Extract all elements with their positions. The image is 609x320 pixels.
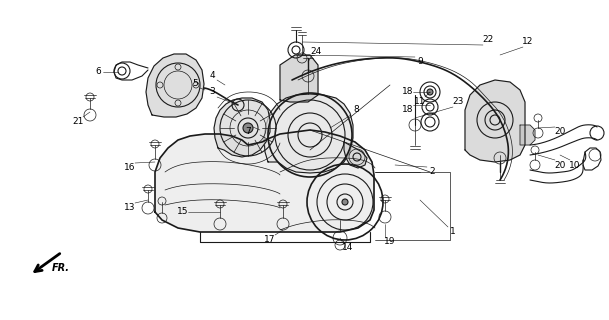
Text: 17: 17 — [264, 236, 276, 244]
Polygon shape — [214, 98, 270, 157]
Text: 1: 1 — [450, 228, 456, 236]
Polygon shape — [264, 94, 353, 173]
Text: 7: 7 — [245, 127, 251, 137]
Polygon shape — [520, 125, 535, 145]
Text: 5: 5 — [192, 78, 198, 87]
Text: 20: 20 — [554, 127, 566, 137]
Text: 13: 13 — [124, 204, 136, 212]
Polygon shape — [344, 142, 367, 168]
Text: 24: 24 — [311, 47, 322, 57]
Text: 9: 9 — [417, 58, 423, 67]
Text: 14: 14 — [342, 244, 354, 252]
Text: 8: 8 — [353, 106, 359, 115]
Text: 12: 12 — [523, 37, 533, 46]
Polygon shape — [155, 130, 374, 232]
Text: 2: 2 — [429, 167, 435, 177]
Text: 11: 11 — [414, 98, 426, 107]
Polygon shape — [280, 55, 318, 102]
Text: 6: 6 — [95, 68, 101, 76]
Circle shape — [427, 89, 433, 95]
Text: 18: 18 — [403, 106, 414, 115]
Polygon shape — [146, 54, 204, 117]
Text: 20: 20 — [554, 161, 566, 170]
Text: 18: 18 — [403, 87, 414, 97]
Text: 16: 16 — [124, 164, 136, 172]
Circle shape — [342, 199, 348, 205]
Circle shape — [243, 123, 253, 133]
Text: 15: 15 — [177, 207, 189, 217]
Polygon shape — [465, 80, 525, 162]
Text: 21: 21 — [72, 117, 83, 126]
Text: 10: 10 — [569, 161, 581, 170]
Text: 23: 23 — [452, 98, 463, 107]
Text: 3: 3 — [209, 87, 215, 97]
Text: FR.: FR. — [52, 263, 70, 273]
Text: 4: 4 — [209, 70, 215, 79]
Text: 19: 19 — [384, 237, 396, 246]
Text: 22: 22 — [482, 36, 494, 44]
